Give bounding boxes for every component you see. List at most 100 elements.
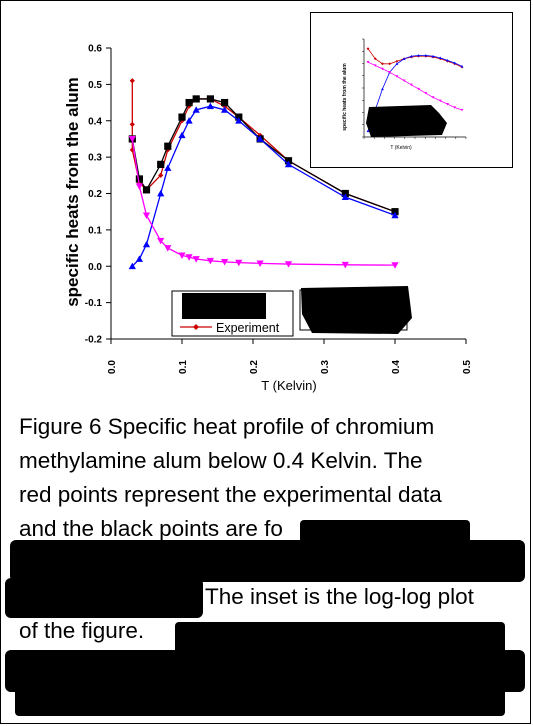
main-data-point xyxy=(135,175,143,183)
caption-line: of the figure. xyxy=(19,614,519,648)
main-data-point xyxy=(142,186,151,194)
inset-chart-box: specific heats from the alum T (Kelvin) xyxy=(310,12,513,168)
inset-data-point xyxy=(438,56,442,60)
main-data-point xyxy=(206,95,214,103)
main-data-point xyxy=(158,172,164,178)
main-data-point xyxy=(178,113,186,121)
caption-line: and the black points are fo xyxy=(19,512,519,546)
inset-data-point xyxy=(431,96,435,99)
caption-line: red points represent the experimental da… xyxy=(19,482,442,507)
main-axes: -0.2 -0.1 0.0 0.1 0.2 0.3 0.4 0.5 0.6 0.0 0.1 0.2 0.… xyxy=(85,44,473,374)
main-data-point xyxy=(341,193,349,201)
main-x-tick-label: 0.4 xyxy=(391,360,402,374)
main-y-tick-label: -0.1 xyxy=(85,298,103,309)
main-y-tick-label: 0.1 xyxy=(88,225,102,236)
legend-redaction xyxy=(182,293,266,319)
inset-x-axis-label: T (Kelvin) xyxy=(390,145,412,151)
main-x-axis-label: T (Kelvin) xyxy=(261,378,316,393)
caption-line: Figure 6 Specific heat profile of chromi… xyxy=(19,414,435,439)
main-y-tick-label: -0.2 xyxy=(85,335,103,346)
main-data-point xyxy=(142,240,151,248)
main-data-point xyxy=(164,245,172,252)
inset-data-point xyxy=(402,57,406,60)
main-data-point xyxy=(179,118,185,124)
caption-redaction-2 xyxy=(10,540,525,582)
legend-label-experiment: Experiment xyxy=(216,321,280,335)
main-data-point xyxy=(206,257,214,265)
inset-series-group xyxy=(366,47,464,133)
main-data-point xyxy=(178,131,186,139)
inset-y-axis-label: specific heats from the alum xyxy=(342,63,348,131)
caption-line: methylamine alum below 0.4 Kelvin. The xyxy=(19,448,423,473)
main-data-point xyxy=(391,211,399,219)
main-y-tick-label: 0.6 xyxy=(88,44,102,55)
inset-data-point xyxy=(446,103,449,106)
main-x-tick-label: 0.5 xyxy=(462,360,473,374)
main-data-point xyxy=(164,142,172,150)
main-y-tick-label: 0.5 xyxy=(88,80,102,91)
inset-data-point xyxy=(446,59,449,62)
inset-data-point xyxy=(417,54,421,57)
main-data-point xyxy=(284,261,293,268)
main-x-tick-label: 0.3 xyxy=(320,360,331,374)
main-data-point xyxy=(221,259,229,266)
inset-chart: specific heats from the alum T (Kelvin) xyxy=(342,38,467,151)
caption-redaction-6 xyxy=(15,686,505,716)
main-data-point xyxy=(235,259,243,267)
main-data-point xyxy=(341,261,349,269)
inset-data-point xyxy=(460,108,464,112)
main-data-point xyxy=(256,135,264,142)
main-data-point xyxy=(221,106,229,113)
inset-data-point xyxy=(366,61,370,64)
inset-data-point xyxy=(409,54,413,58)
main-y-tick-label: 0.3 xyxy=(88,153,102,164)
legend-redaction-2 xyxy=(301,286,412,334)
main-data-point xyxy=(391,262,399,269)
main-data-point xyxy=(185,254,193,261)
inset-data-point xyxy=(438,99,442,103)
caption-redaction-5 xyxy=(5,650,525,692)
main-data-point xyxy=(142,212,151,219)
inset-data-point xyxy=(381,67,384,71)
inset-data-point xyxy=(453,61,457,65)
main-x-tick-label: 0.0 xyxy=(107,360,118,374)
inset-data-point xyxy=(453,106,457,109)
main-x-tick-label: 0.2 xyxy=(249,360,260,374)
caption-line: The inset is the log-log plot xyxy=(19,580,519,614)
main-data-point xyxy=(129,121,135,127)
inset-data-point xyxy=(424,54,428,57)
main-y-tick-label: 0.4 xyxy=(88,116,102,127)
main-y-tick-label: 0.2 xyxy=(88,189,102,200)
main-data-point xyxy=(221,98,229,107)
main-data-point xyxy=(192,106,200,113)
inset-series-line xyxy=(367,55,463,132)
main-data-point xyxy=(135,183,143,190)
caption-redaction-4 xyxy=(175,622,505,654)
main-data-point xyxy=(157,160,165,168)
caption-line-text: The inset is the log-log plot xyxy=(205,584,474,609)
inset-data-point xyxy=(409,83,413,87)
main-y-axis-label: specific heats from the alum xyxy=(63,77,82,307)
legend-marker-experiment xyxy=(193,324,199,330)
main-data-point xyxy=(235,117,243,124)
caption-line-text: and the black points are fo xyxy=(19,516,283,541)
main-data-point xyxy=(257,132,263,138)
inset-data-point xyxy=(417,87,421,91)
main-data-point xyxy=(185,98,193,107)
inset-data-point xyxy=(388,62,392,66)
inset-data-point xyxy=(366,129,370,133)
main-y-tick-label: 0.0 xyxy=(88,262,102,273)
main-series-group xyxy=(128,78,399,270)
main-data-point xyxy=(206,102,214,110)
inset-series-line xyxy=(367,61,463,111)
inset-data-point xyxy=(402,79,406,82)
main-data-point xyxy=(192,95,200,103)
main-data-point xyxy=(185,117,193,124)
inset-data-point xyxy=(395,59,399,63)
inset-data-point xyxy=(460,64,464,68)
caption-redaction-3 xyxy=(5,578,203,618)
main-data-point xyxy=(284,160,293,168)
main-data-point xyxy=(157,237,165,245)
main-data-point xyxy=(164,164,172,171)
main-data-point xyxy=(192,256,200,263)
